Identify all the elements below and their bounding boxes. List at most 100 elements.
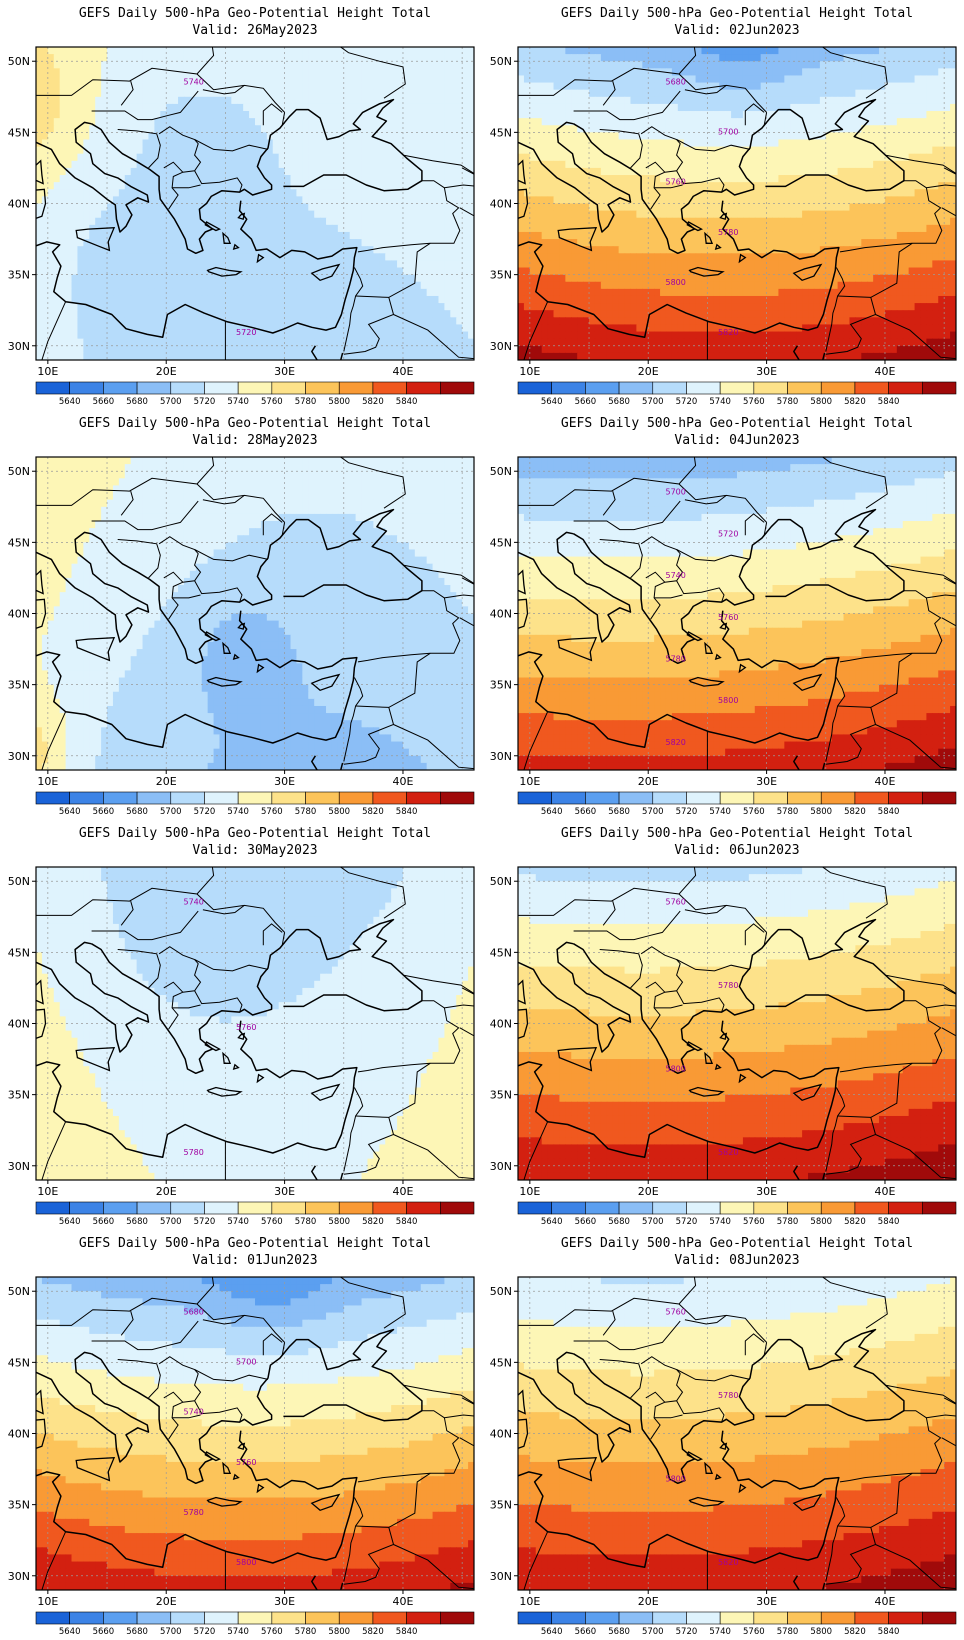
contour-label: 5780 — [184, 1508, 204, 1517]
colorbar-swatch — [338, 791, 374, 805]
colorbar-level-label: 5820 — [844, 807, 866, 817]
colorbar-level-label: 5760 — [743, 1627, 765, 1637]
lon-tick-label: 30E — [274, 1185, 295, 1198]
colorbar-level-label: 5780 — [777, 397, 799, 407]
lon-tick-label: 10E — [519, 1185, 540, 1198]
colorbar-swatch — [517, 1201, 552, 1215]
colorbar-swatch — [305, 381, 340, 395]
lon-tick-label: 30E — [274, 1595, 295, 1608]
colorbar-level-label: 5820 — [844, 397, 866, 407]
contour-label: 5820 — [718, 1148, 738, 1157]
colorbar-swatch — [237, 1611, 273, 1625]
colorbar-swatch — [652, 791, 687, 805]
colorbar-swatch — [551, 1611, 586, 1625]
colorbar-level-label: 5700 — [642, 807, 664, 817]
colorbar-level-label: 5760 — [261, 1217, 283, 1227]
colorbar-swatch — [372, 791, 407, 805]
colorbar-level-label: 5720 — [194, 1627, 216, 1637]
colorbar-level-label: 5720 — [676, 807, 698, 817]
contour-label: 5720 — [236, 328, 256, 337]
colorbar-level-label: 5660 — [93, 397, 115, 407]
colorbar-swatch — [372, 1201, 407, 1215]
lon-tick-label: 30E — [274, 775, 295, 788]
lat-tick-label: 50N — [490, 875, 512, 888]
colorbar-swatch — [204, 791, 239, 805]
lat-tick-label: 50N — [8, 1285, 30, 1298]
lon-tick-label: 10E — [37, 1185, 58, 1198]
colorbar-swatch — [305, 791, 340, 805]
lon-tick-label: 40E — [392, 775, 413, 788]
contour-label: 5760 — [236, 1023, 256, 1032]
colorbar-level-label: 5840 — [878, 1627, 900, 1637]
colorbar-swatch — [888, 791, 923, 805]
contour-label: 5760 — [666, 178, 686, 187]
colorbar-level-label: 5680 — [608, 397, 630, 407]
colorbar-level-label: 5640 — [59, 1217, 81, 1227]
colorbar-swatch — [719, 381, 755, 395]
colorbar-swatch — [686, 381, 721, 395]
colorbar-level-label: 5820 — [844, 1627, 866, 1637]
colorbar-level-label: 5740 — [227, 1627, 249, 1637]
contour-label: 5740 — [666, 571, 686, 580]
lat-tick-label: 50N — [8, 55, 30, 68]
lon-tick-label: 20E — [156, 1595, 177, 1608]
colorbar-swatch — [787, 791, 822, 805]
colorbar-swatch — [585, 1611, 620, 1625]
colorbar-level-label: 5820 — [362, 1627, 384, 1637]
lon-tick-label: 20E — [156, 365, 177, 378]
lon-tick-label: 10E — [519, 1595, 540, 1608]
contour-label: 5800 — [666, 1064, 686, 1073]
colorbar-swatch — [170, 1611, 205, 1625]
colorbar-swatch — [686, 1611, 721, 1625]
colorbar-level-label: 5740 — [227, 397, 249, 407]
contour-label: 5800 — [718, 696, 738, 705]
lat-tick-label: 50N — [490, 465, 512, 478]
colorbar-level-label: 5660 — [93, 807, 115, 817]
lat-tick-label: 30N — [8, 750, 30, 763]
contour-label: 5820 — [666, 738, 686, 747]
colorbar-swatch — [103, 381, 138, 395]
colorbar-swatch — [618, 1611, 654, 1625]
colorbar-swatch — [440, 1611, 475, 1625]
colorbar-swatch — [719, 791, 755, 805]
panel-valid-date: Valid: 02Jun2023 — [674, 23, 799, 38]
colorbar-swatch — [69, 791, 104, 805]
colorbar-swatch — [136, 1611, 172, 1625]
colorbar-swatch — [787, 1201, 822, 1215]
lat-tick-label: 35N — [8, 679, 30, 692]
colorbar-swatch — [271, 791, 306, 805]
lon-tick-label: 20E — [638, 1595, 659, 1608]
colorbar-swatch — [35, 791, 70, 805]
lon-tick-label: 30E — [756, 1185, 777, 1198]
lon-tick-label: 10E — [37, 365, 58, 378]
height-field-map — [36, 457, 474, 770]
lon-tick-label: 40E — [874, 1595, 895, 1608]
panel-title: GEFS Daily 500-hPa Geo-Potential Height … — [79, 6, 431, 21]
colorbar-swatch — [753, 1201, 788, 1215]
colorbar-level-label: 5660 — [575, 807, 597, 817]
colorbar-swatch — [305, 1201, 340, 1215]
colorbar-level-label: 5700 — [642, 1627, 664, 1637]
colorbar-swatch — [170, 791, 205, 805]
colorbar-level-label: 5840 — [878, 397, 900, 407]
panel-title: GEFS Daily 500-hPa Geo-Potential Height … — [561, 6, 913, 21]
colorbar-level-label: 5720 — [676, 1217, 698, 1227]
panel-valid-date: Valid: 04Jun2023 — [674, 433, 799, 448]
colorbar-swatch — [204, 1611, 239, 1625]
colorbar-swatch — [136, 381, 172, 395]
lon-tick-label: 10E — [37, 1595, 58, 1608]
colorbar-level-label: 5640 — [59, 1627, 81, 1637]
lon-tick-label: 20E — [638, 775, 659, 788]
colorbar-level-label: 5740 — [227, 807, 249, 817]
colorbar-swatch — [922, 1611, 957, 1625]
colorbar-swatch — [719, 1611, 755, 1625]
colorbar-level-label: 5640 — [541, 1217, 563, 1227]
colorbar-swatch — [820, 381, 856, 395]
colorbar-swatch — [753, 381, 788, 395]
contour-label: 5780 — [718, 228, 738, 237]
lat-tick-label: 35N — [490, 679, 512, 692]
colorbar-swatch — [854, 1611, 889, 1625]
lat-tick-label: 35N — [8, 1499, 30, 1512]
colorbar-swatch — [406, 381, 441, 395]
